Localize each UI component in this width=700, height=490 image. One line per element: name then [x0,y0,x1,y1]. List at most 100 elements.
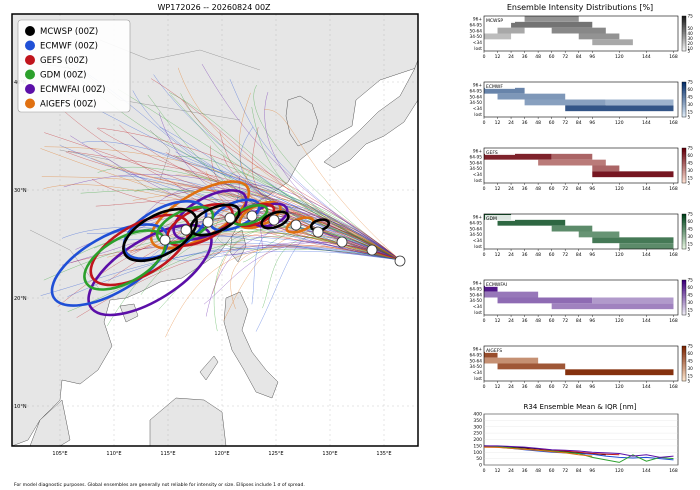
map-frame [11,13,419,447]
x-tick-label: 12 [495,384,501,390]
colorbar-segment [682,363,686,366]
heatmap-cell [497,219,566,226]
r34-series-line [483,446,593,457]
colorbar-segment [682,24,686,27]
x-tick-label: 72 [562,54,568,60]
colorbar-tick-label: 5 [688,115,691,120]
colorbar-segment [682,181,686,184]
x-tick-label: 72 [562,318,568,324]
heatmap-cell [524,99,606,106]
x-tick-label: 60 [549,186,555,192]
legend-marker [25,98,35,109]
colorbar-tick-label: 45 [688,227,694,232]
colorbar-segment [682,242,686,245]
heatmap-cell [497,363,566,370]
r34-x-tick-label: 168 [669,468,678,474]
colorbar-segment [682,297,686,300]
legend-marker [25,84,35,94]
colorbar-segment [682,163,686,166]
colorbar-tick-label: 75 [688,344,694,349]
colorbar-segment [682,351,686,354]
colorbar-segment [682,236,686,239]
lon-tick-label: 110°E [106,451,121,457]
colorbar-segment [682,360,686,363]
x-tick-label: 96 [589,54,595,60]
x-tick-label: 48 [535,252,541,258]
x-tick-label: 96 [589,120,595,126]
lon-tick-label: 120°E [214,451,229,457]
heatmap-cell [551,303,674,310]
x-tick-label: 120 [615,384,624,390]
colorbar-segment [682,302,686,305]
colorbar-segment [682,26,686,29]
x-tick-label: 72 [562,384,568,390]
x-tick-label: 96 [589,384,595,390]
row-label: 96+ [473,149,482,155]
colorbar-segment [682,31,686,34]
x-tick-label: 0 [483,384,486,390]
heatmap-frame [483,345,679,382]
colorbar-tick-label: 5 [688,49,691,54]
legend-label: ECMWF (00Z) [40,42,98,52]
colorbar-frame [681,147,687,184]
colorbar-segment [682,301,686,304]
colorbar-segment [682,44,686,47]
x-tick-label: 0 [483,186,486,192]
row-label: 50-64 [470,160,483,166]
colorbar-segment [682,229,686,232]
colorbar-segment [682,33,686,36]
colorbar-segment [682,311,686,314]
r34-y-tick-label: 200 [473,437,482,443]
x-tick-label: 0 [483,120,486,126]
colorbar-segment [682,288,686,291]
x-tick-label: 12 [495,252,501,258]
ensemble-track [165,246,401,338]
x-tick-label: 72 [562,186,568,192]
heatmap-cell [497,297,593,304]
colorbar-segment [682,35,686,38]
x-tick-label: 168 [669,186,678,192]
x-tick-label: 144 [642,384,651,390]
x-tick-label: 0 [483,318,486,324]
colorbar-segment [682,89,686,92]
colorbar-tick-label: 75 [688,14,694,19]
heatmap-frame [483,213,679,250]
heatmap-frame [483,279,679,316]
x-tick-label: 84 [576,252,582,258]
ensemble-track [230,245,401,309]
forecast-point [336,236,348,248]
colorbar-segment [682,346,686,349]
colorbar-segment [682,110,686,113]
r34-title: R34 Ensemble Mean & IQR [nm] [524,403,637,411]
colorbar-segment [682,281,686,284]
colorbar-tick-label: 75 [688,212,694,217]
r34-x-tick-label: 84 [576,468,582,474]
colorbar-segment [682,285,686,288]
colorbar-segment [682,224,686,227]
row-label: 96+ [473,215,482,221]
r34-y-tick-label: 350 [473,418,482,424]
lon-tick-label: 135°E [376,451,391,457]
row-label: 34-50 [470,364,483,370]
x-tick-label: 120 [615,186,624,192]
colorbar-segment [682,85,686,88]
x-tick-label: 168 [669,318,678,324]
x-tick-label: 36 [522,54,528,60]
heatmap-cell [484,33,512,40]
forecast-points [159,210,406,267]
row-label: lost [474,178,482,184]
ensemble-track [229,79,401,261]
colorbar-segment [682,228,686,231]
spread-ellipse [260,210,290,230]
row-label: <34 [473,172,482,178]
colorbar-tick-label: 30 [688,102,694,107]
ensemble-track [70,244,401,263]
colorbar-segment [682,354,686,357]
colorbar-segment [682,231,686,234]
r34-x-tick-label: 120 [615,468,624,474]
heatmap-cell [551,153,593,160]
x-tick-label: 84 [576,120,582,126]
